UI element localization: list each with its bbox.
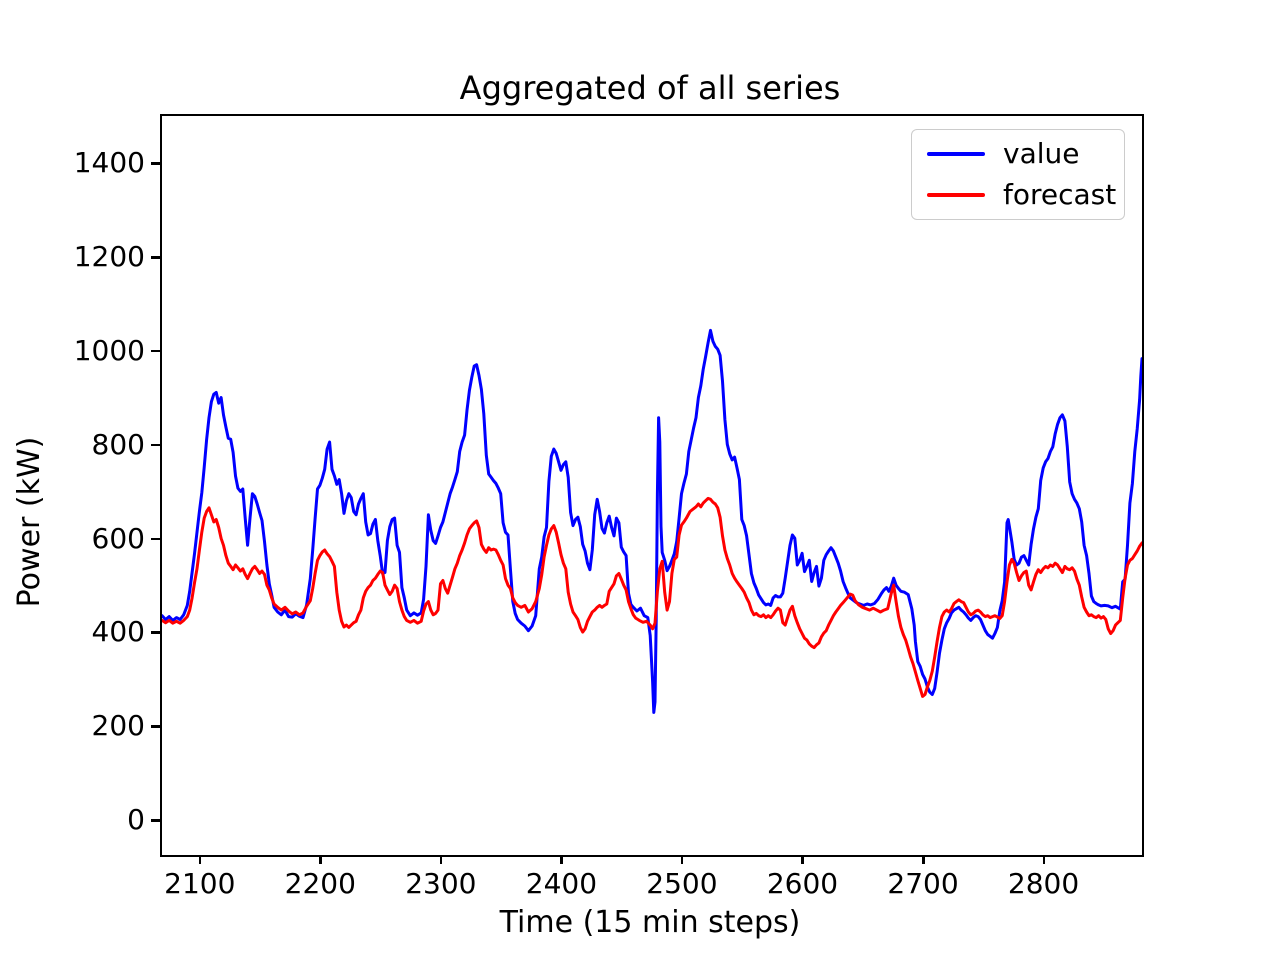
x-tick-mark: [922, 855, 925, 864]
y-tick-mark: [151, 631, 160, 634]
chart-title: Aggregated of all series: [459, 69, 841, 107]
y-tick-mark: [151, 349, 160, 353]
legend-item-forecast: forecast: [912, 177, 1124, 211]
x-tick-label: 2700: [887, 867, 959, 900]
x-tick-mark: [319, 855, 322, 864]
x-tick-label: 2300: [405, 867, 477, 900]
y-tick-mark: [151, 819, 160, 822]
x-tick-mark: [1042, 855, 1046, 864]
y-tick-label: 400: [91, 615, 145, 649]
y-tick-label: 1200: [73, 240, 145, 274]
y-tick-label: 600: [91, 521, 145, 555]
x-tick-mark: [801, 855, 804, 864]
legend-label-forecast: forecast: [1003, 177, 1117, 211]
x-tick-label: 2600: [766, 867, 839, 900]
x-tick-mark: [439, 855, 443, 864]
chart-canvas: [162, 328, 1142, 714]
x-axis-label: Time (15 min steps): [499, 905, 801, 940]
y-tick-label: 1000: [73, 333, 145, 367]
legend-item-value: value: [912, 138, 1124, 170]
y-tick-label: 200: [91, 709, 145, 743]
value-line: [162, 328, 1142, 714]
forecast-line-swatch: [927, 192, 985, 197]
y-tick-label: 0: [127, 803, 145, 837]
y-tick-mark: [151, 443, 160, 447]
y-tick-label: 1400: [73, 146, 145, 180]
y-tick-mark: [151, 162, 160, 165]
y-tick-mark: [151, 537, 160, 541]
x-tick-label: 2400: [525, 867, 598, 900]
x-tick-label: 2100: [164, 867, 236, 900]
x-tick-mark: [680, 855, 684, 864]
value-line-swatch: [927, 152, 985, 157]
x-tick-label: 2500: [646, 867, 718, 900]
x-tick-mark: [560, 855, 563, 864]
x-tick-label: 2800: [1007, 867, 1080, 900]
x-tick-mark: [198, 855, 202, 864]
x-tick-label: 2200: [284, 867, 356, 900]
y-axis-label: Power (kW): [12, 436, 47, 608]
forecast-line: [162, 496, 1142, 698]
y-tick-mark: [151, 725, 160, 728]
legend-label-value: value: [1003, 137, 1080, 171]
y-tick-mark: [151, 256, 160, 259]
plot-area: [160, 114, 1144, 857]
legend: value forecast: [911, 129, 1125, 220]
y-tick-label: 800: [91, 427, 145, 461]
